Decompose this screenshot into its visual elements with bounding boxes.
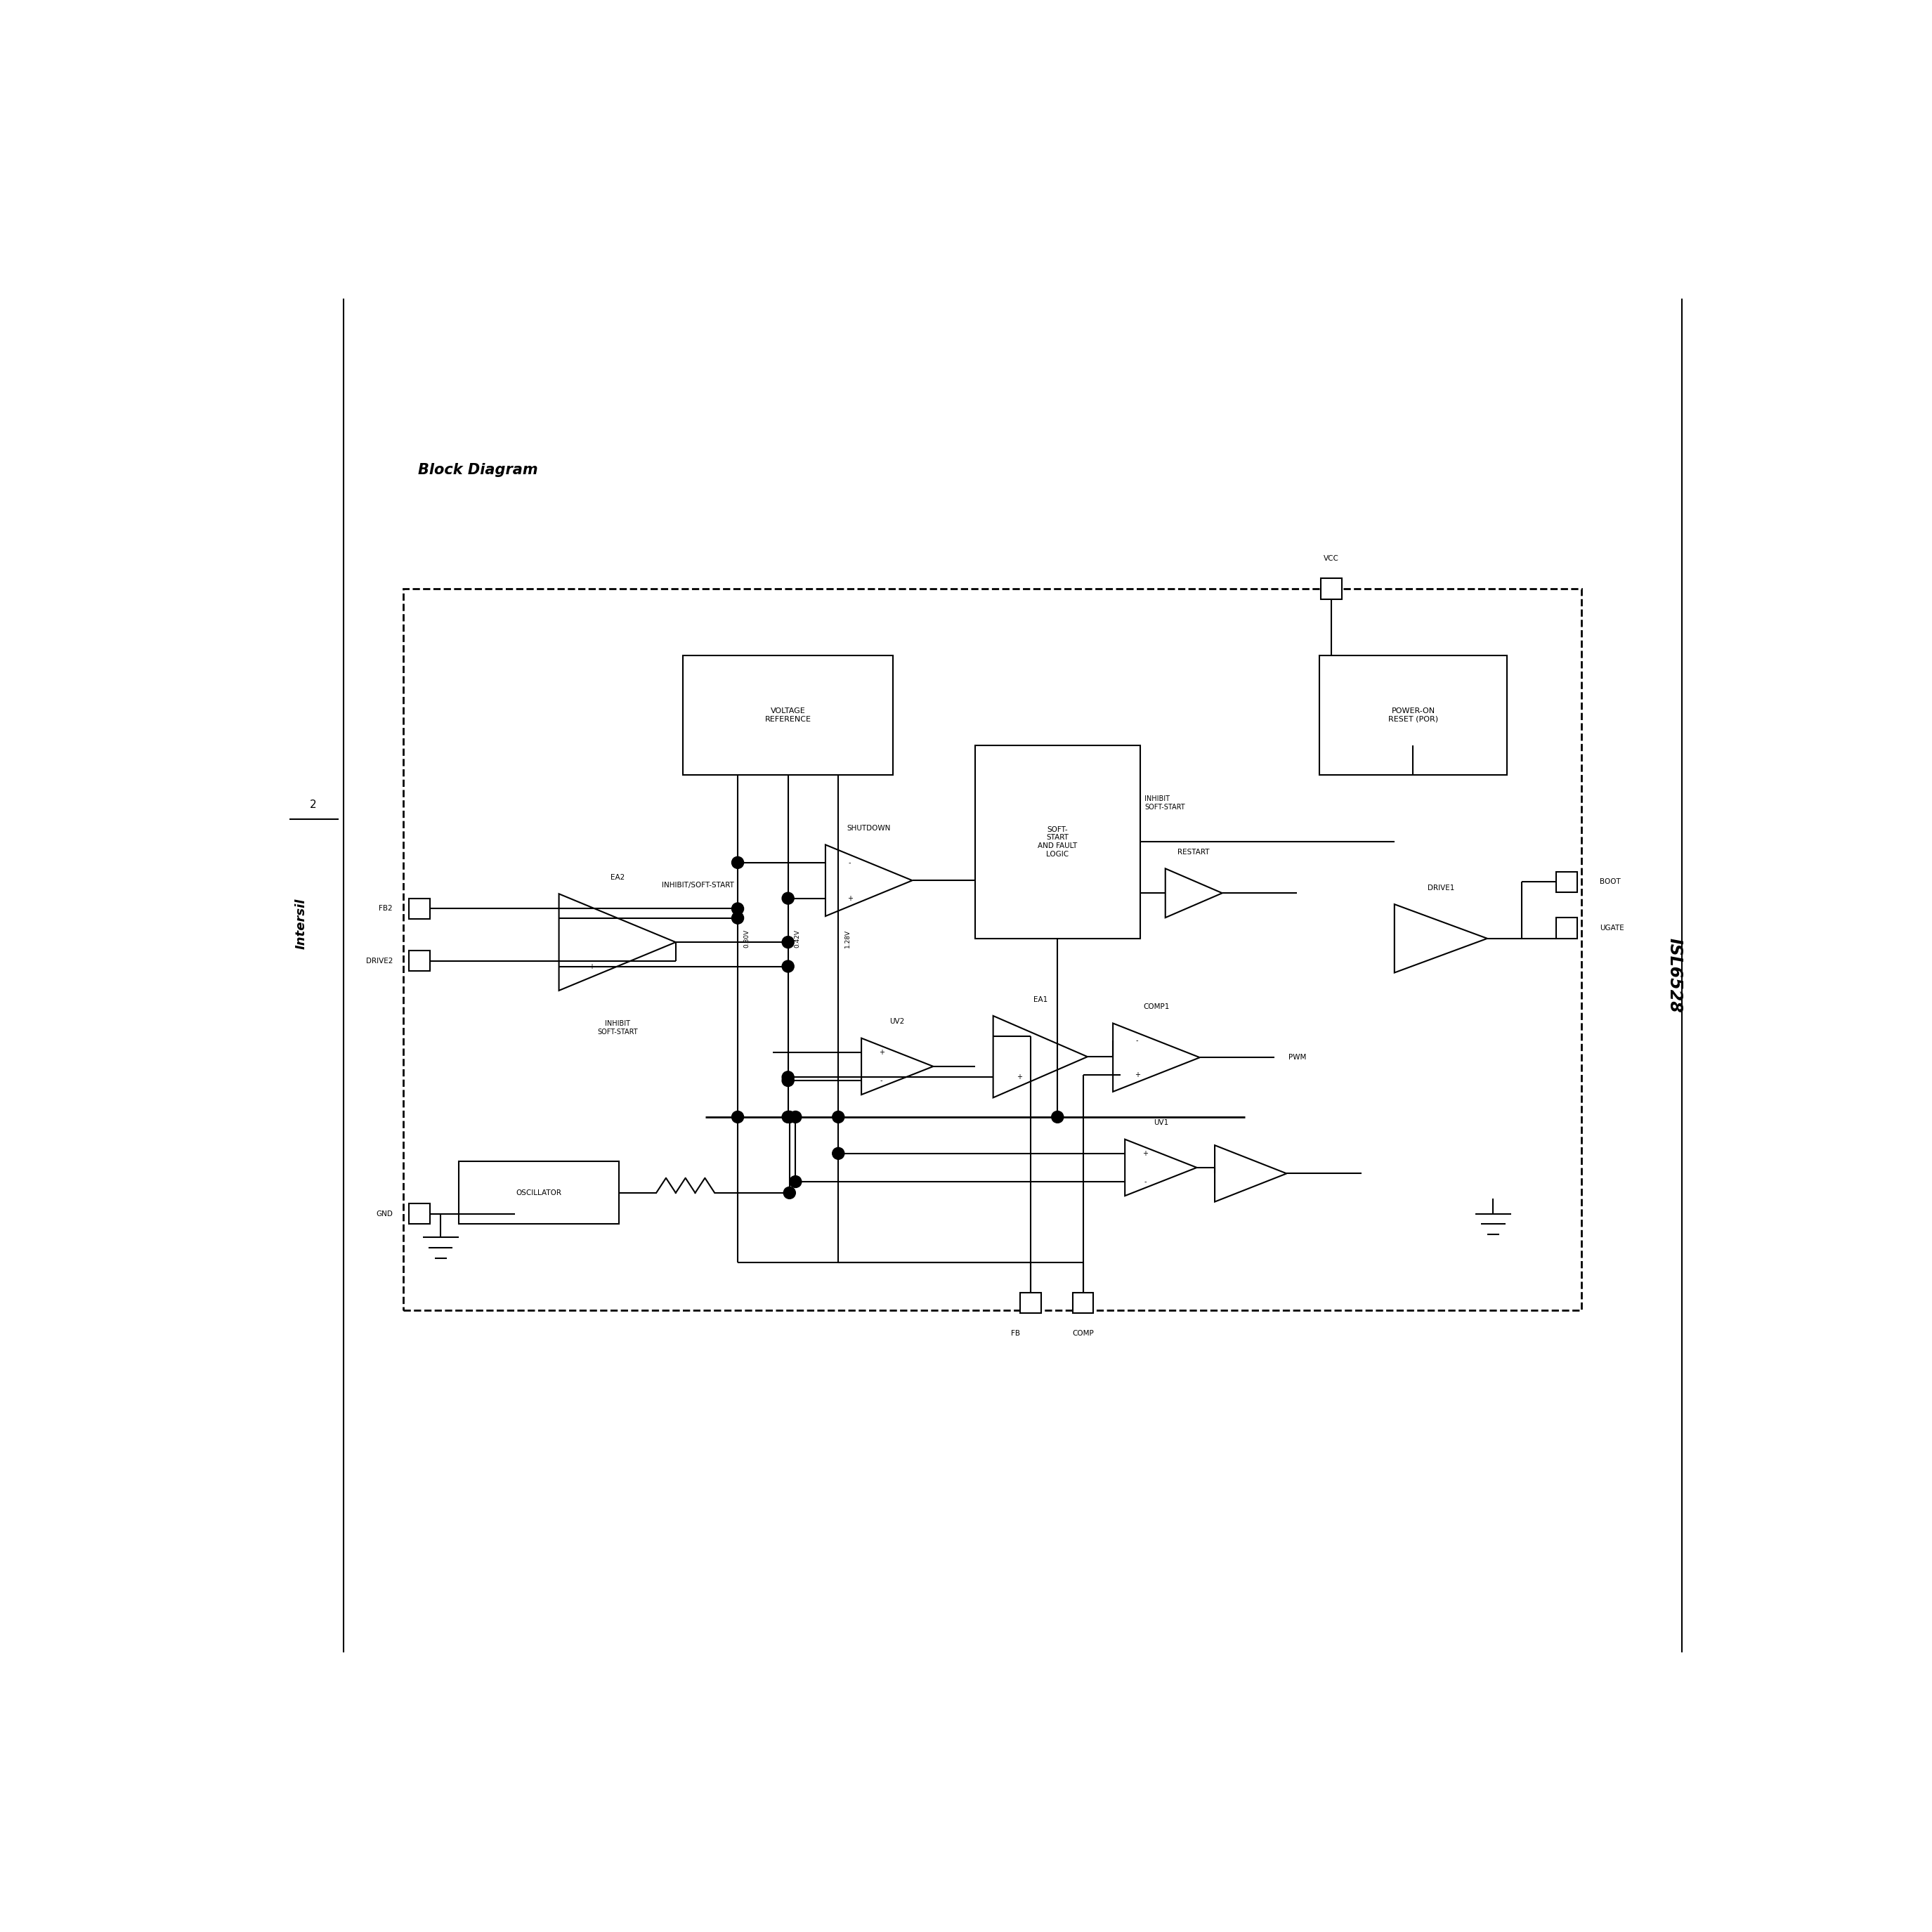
Bar (976, 746, 1140, 939)
Circle shape (782, 893, 794, 904)
Text: OSCILLATOR: OSCILLATOR (516, 1190, 562, 1196)
Circle shape (782, 960, 794, 972)
Bar (410, 1204, 431, 1225)
Circle shape (732, 1111, 744, 1122)
Text: 0.80V: 0.80V (744, 929, 750, 949)
Text: -: - (591, 914, 593, 922)
Text: EA2: EA2 (611, 873, 624, 881)
Text: UV1: UV1 (1153, 1119, 1169, 1126)
Text: UV2: UV2 (891, 1018, 904, 1026)
Circle shape (784, 1186, 796, 1198)
Bar (1320, 655, 1507, 775)
Circle shape (732, 902, 744, 914)
Text: +: + (589, 962, 595, 970)
Text: RESTART: RESTART (1179, 848, 1209, 856)
Bar (1555, 918, 1577, 939)
Text: SHUTDOWN: SHUTDOWN (846, 825, 891, 833)
Circle shape (782, 937, 794, 949)
Text: +: + (1016, 1074, 1022, 1080)
Text: Block Diagram: Block Diagram (417, 464, 537, 477)
Text: SOFT-
START
AND FAULT
LOGIC: SOFT- START AND FAULT LOGIC (1037, 827, 1078, 858)
Text: EA1: EA1 (1034, 997, 1047, 1003)
Text: ISL6528: ISL6528 (1665, 939, 1683, 1012)
Bar (458, 1161, 618, 1225)
Text: COMP1: COMP1 (1144, 1003, 1169, 1010)
Text: 1.28V: 1.28V (844, 929, 850, 949)
Bar (684, 655, 893, 775)
Bar (1321, 578, 1343, 599)
Text: INHIBIT
SOFT-START: INHIBIT SOFT-START (597, 1020, 638, 1036)
Text: VOLTAGE
REFERENCE: VOLTAGE REFERENCE (765, 707, 811, 723)
Text: DRIVE1: DRIVE1 (1428, 885, 1455, 891)
Circle shape (833, 1148, 844, 1159)
Circle shape (1051, 1111, 1063, 1122)
Circle shape (782, 1070, 794, 1084)
Text: UGATE: UGATE (1600, 925, 1625, 931)
Text: 0.42V: 0.42V (794, 929, 800, 947)
Text: VCC: VCC (1323, 554, 1339, 562)
Text: +: + (1134, 1070, 1140, 1078)
Circle shape (790, 1111, 802, 1122)
Circle shape (784, 1111, 796, 1122)
Text: -: - (1136, 1037, 1138, 1043)
Circle shape (790, 1177, 802, 1188)
Text: POWER-ON
RESET (POR): POWER-ON RESET (POR) (1389, 707, 1437, 723)
Bar (410, 951, 431, 972)
Circle shape (732, 856, 744, 869)
Bar (410, 898, 431, 920)
Text: -: - (1144, 1179, 1146, 1184)
Text: COMP: COMP (1072, 1329, 1094, 1337)
Text: PWM: PWM (1289, 1055, 1306, 1061)
Bar (1072, 1293, 1094, 1314)
Text: DRIVE2: DRIVE2 (365, 956, 392, 964)
Text: -: - (881, 1076, 883, 1084)
Text: +: + (879, 1049, 885, 1055)
Circle shape (732, 912, 744, 923)
Text: INHIBIT
SOFT-START: INHIBIT SOFT-START (1144, 796, 1184, 811)
Text: 2: 2 (309, 800, 317, 810)
Bar (1555, 871, 1577, 893)
Text: -: - (1018, 1034, 1020, 1039)
Text: +: + (1142, 1150, 1148, 1157)
Text: -: - (848, 860, 850, 866)
Circle shape (833, 1111, 844, 1122)
Circle shape (782, 1074, 794, 1086)
Text: Intersil: Intersil (296, 898, 307, 949)
Text: +: + (846, 895, 852, 902)
Text: GND: GND (377, 1209, 392, 1217)
Bar (1020, 1293, 1041, 1314)
Text: FB2: FB2 (379, 906, 392, 912)
Text: FB: FB (1010, 1329, 1020, 1337)
Bar (404, 589, 1582, 1310)
Text: INHIBIT/SOFT-START: INHIBIT/SOFT-START (663, 881, 734, 889)
Circle shape (782, 1111, 794, 1122)
Text: BOOT: BOOT (1600, 879, 1621, 885)
